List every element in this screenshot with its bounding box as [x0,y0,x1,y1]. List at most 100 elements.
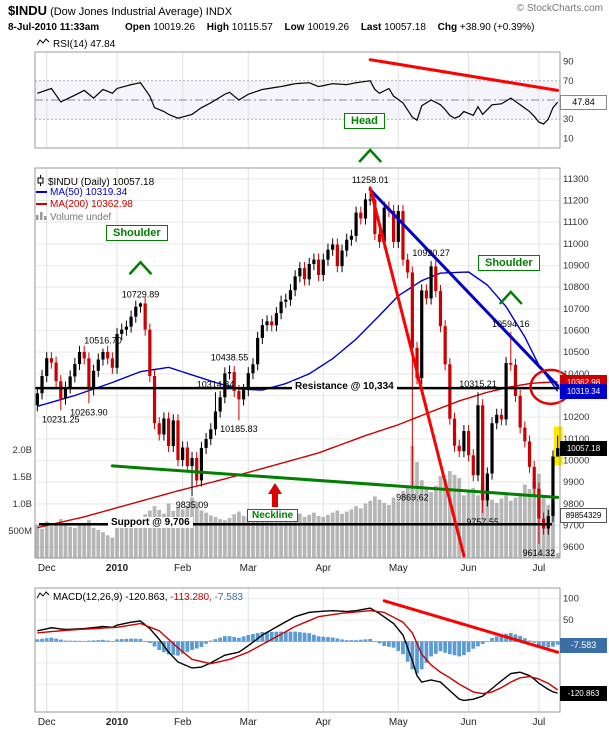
price-axis-tick: 10600 [563,326,589,337]
price-axis-tick: 9700 [563,521,584,532]
x-axis-label: Jul [533,563,546,574]
volume-bars-icon [36,211,47,224]
price-annotation: 10920.27 [412,248,450,258]
macd-axis-tick: 50 [563,615,574,626]
ticker-name: (Dow Jones Industrial Average) [50,6,203,18]
ticker-symbol[interactable]: $INDU [8,3,48,18]
volume-axis-tick: 500M [8,526,32,537]
x-axis-label: Dec [38,563,56,574]
x-axis-label: Apr [316,563,332,574]
price-axis-tick: 10400 [563,369,589,380]
pattern-caret-icon [498,290,523,305]
macd-histogram [35,631,560,674]
ma50-legend-label[interactable]: MA(50) 10319.34 [50,187,128,198]
volume-axis-tick: 2.0B [12,445,32,456]
low-label: Low [284,22,305,33]
axis-value-box-47.84: 47.84 [560,95,607,110]
support-label: Support @ 9,706 [108,517,193,528]
x-axis-label: 2010 [106,563,129,574]
volume-axis-tick: 1.5B [12,472,32,483]
volume-axis-tick: 1.0B [12,499,32,510]
price-panel-frame [34,167,561,559]
axis-value-box-10319.34: 10319.34 [560,384,607,399]
left-shoulder-label: Shoulder [106,225,168,241]
price-axis-tick: 11000 [563,239,589,250]
price-axis-tick: 9900 [563,477,584,488]
low-value: 10019.26 [307,22,350,33]
axis-value-box--7.583: -7.583 [560,638,607,653]
ma200-line [37,381,558,529]
rsi-squiggle-icon [36,38,50,51]
axis-value-box--120.863: -120.863 [560,686,607,701]
ma50-line-icon [36,191,47,194]
macd-squiggle-icon [36,591,50,604]
chg-label: Chg [437,22,458,33]
x-axis-label: May [389,563,408,574]
resistance-label: Resistance @ 10,334 [292,381,397,392]
price-axis-tick: 10800 [563,282,589,293]
price-annotation: 10231.25 [42,414,80,424]
x-axis-label: 2010 [106,717,129,728]
chart-header: © StockCharts.com $INDU (Dow Jones Indus… [8,3,603,18]
neckline-arrow-stem [272,494,278,507]
chg-value: +38.90 (+0.39%) [459,22,535,33]
price-annotation: 10729.89 [122,289,160,299]
ticker-exchange: INDX [205,6,233,18]
macd-signal-value: -113.280, [170,592,212,604]
price-axis-tick: 10100 [563,434,589,445]
price-annotation: 9869.62 [396,493,429,503]
quote-row: 8-Jul-2010 11:33am Open 10019.26 High 10… [8,22,603,33]
price-axis-tick: 10500 [563,347,589,358]
neckline-arrow-icon [268,483,282,494]
rsi-legend-label[interactable]: RSI(14) 47.84 [53,39,116,51]
price-axis-tick: 10700 [563,304,589,315]
axis-value-box-10057.18: 10057.18 [560,441,607,456]
rsi-line [37,80,559,125]
steep-decline-line [368,186,466,558]
price-annotation: 10594.16 [492,319,530,329]
price-annotation: 10185.83 [220,424,258,434]
rsi-axis-tick: 10 [563,133,574,144]
macd-value: -120.863, [125,592,168,604]
x-axis-label: Apr [316,717,332,728]
macd-hist-value: -7.583 [214,592,243,604]
macd-legend-name[interactable]: MACD(12,26,9) [53,592,123,604]
right-shoulder-label: Shoulder [478,255,540,271]
axis-value-box-89854329: 89854329 [560,508,607,523]
price-annotation: 10263.90 [70,407,108,417]
price-annotation: 10438.55 [211,352,249,362]
ma50-line [37,271,559,408]
macd-signal-line [37,609,559,695]
macd-axis-tick: 100 [563,594,579,605]
symbol-legend-label[interactable]: $INDU (Daily) 10057.18 [48,177,155,189]
x-axis-label: May [389,717,408,728]
ma200-line-icon [36,203,47,206]
high-value: 10115.57 [231,22,273,33]
price-axis-tick: 10000 [563,456,589,467]
pattern-caret-icon [358,148,383,163]
price-annotation: 10314.84 [197,379,235,389]
rsi-axis-tick: 30 [563,114,574,125]
last-label: Last [360,22,382,33]
price-annotation: 9614.32 [523,548,556,558]
x-axis-label: Dec [38,717,56,728]
pattern-caret-icon [128,260,153,276]
ma200-legend-label[interactable]: MA(200) 10362.98 [50,199,133,210]
macd-downtrend-line [382,599,560,654]
volume-legend-label[interactable]: Volume undef [50,212,112,224]
price-annotation: 10315.21 [459,379,497,389]
neckline-label: Neckline [247,509,299,522]
high-label: High [206,22,230,33]
head-label: Head [344,113,385,129]
neckline-line [110,464,560,499]
price-annotation: 10516.70 [84,336,122,346]
head-right-slope-line [368,188,560,388]
rsi-axis-tick: 70 [563,76,574,87]
price-axis-tick: 11100 [563,217,588,228]
x-axis-label: Jun [461,717,477,728]
price-axis-tick: 9600 [563,542,584,553]
candlestick-icon [36,175,45,190]
price-annotation: 11258.01 [352,175,389,185]
